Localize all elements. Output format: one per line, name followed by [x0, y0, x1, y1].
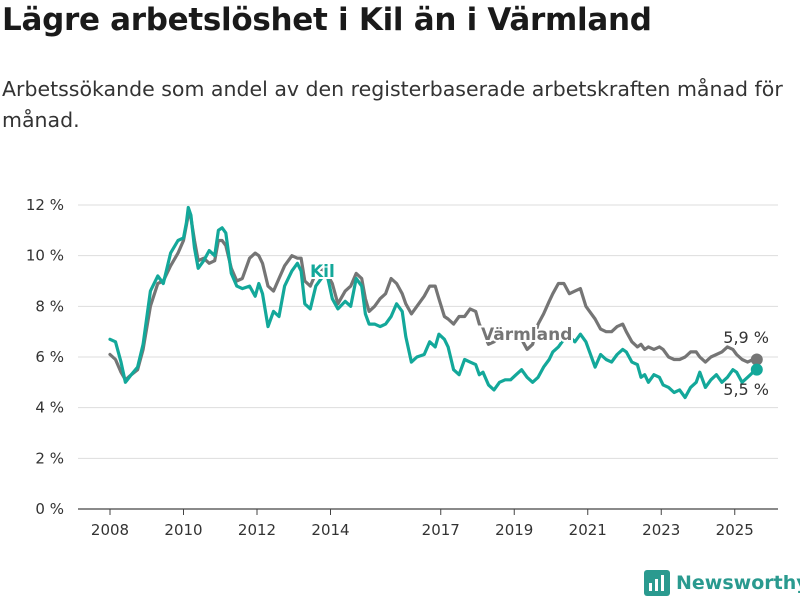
brand-logo: Newsworthy	[644, 568, 800, 598]
x-axis-ticks: 2008 2010 2012 2014 2017 2019 2021 2023 2025	[91, 509, 754, 539]
y-tick-label: 2 %	[35, 449, 64, 467]
y-tick-label: 10 %	[26, 247, 64, 265]
series-line-varmland	[108, 213, 759, 382]
x-tick-label: 2010	[164, 521, 202, 539]
series-label-kil: Kil	[310, 262, 335, 282]
series-line-kil	[108, 205, 759, 400]
y-tick-label: 4 %	[35, 399, 64, 417]
end-point-varmland	[750, 353, 763, 366]
x-tick-label: 2017	[422, 521, 460, 539]
y-tick-label: 6 %	[35, 348, 64, 366]
x-tick-label: 2021	[569, 521, 607, 539]
end-point-kil	[750, 363, 763, 376]
brand-name: Newsworthy	[676, 572, 800, 594]
end-label-varmland: 5,9 %	[723, 328, 769, 347]
series-label-varmland: Värmland	[481, 325, 572, 345]
y-axis-ticks: 0 % 2 % 4 % 6 % 8 % 10 % 12 %	[26, 196, 64, 518]
line-chart: 0 % 2 % 4 % 6 % 8 % 10 % 12 % 2008 2010 2012 2014…	[26, 196, 778, 539]
series-lines	[108, 205, 763, 400]
x-tick-label: 2014	[311, 521, 349, 539]
gridlines	[78, 204, 778, 510]
y-tick-label: 0 %	[35, 500, 64, 518]
chart-subtitle: Arbetssökande som andel av den registerb…	[2, 77, 783, 132]
x-tick-label: 2025	[716, 521, 754, 539]
y-tick-label: 12 %	[26, 196, 64, 214]
y-tick-label: 8 %	[35, 297, 64, 315]
x-tick-label: 2012	[238, 521, 276, 539]
x-tick-label: 2019	[495, 521, 533, 539]
end-label-kil: 5,5 %	[723, 380, 769, 399]
newsworthy-logo-icon	[644, 570, 670, 596]
page-title: Lägre arbetslöshet i Kil än i Värmland	[2, 2, 652, 38]
series-labels: Kil Värmland 5,9 % 5,5 %	[308, 260, 769, 399]
x-tick-label: 2023	[642, 521, 680, 539]
x-tick-label: 2008	[91, 521, 129, 539]
